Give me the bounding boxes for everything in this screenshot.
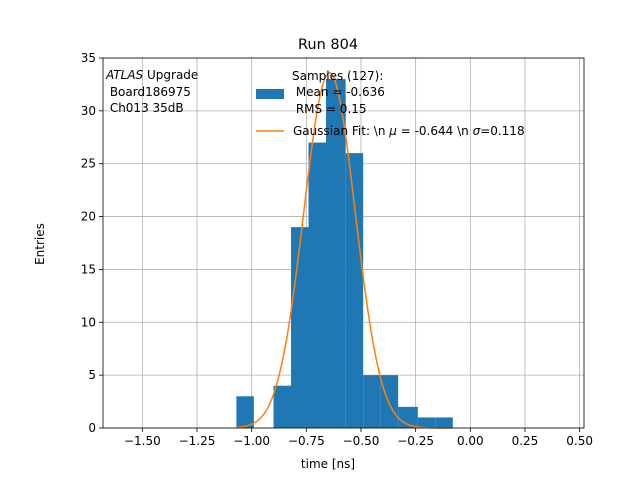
- histogram-bar: [308, 142, 327, 429]
- histogram-bar: [380, 375, 399, 428]
- atlas-annotation: ATLAS Upgrade Board186975 Ch013 35dB: [105, 68, 198, 115]
- y-tick-label: 25: [81, 157, 96, 171]
- legend: Samples (127): Mean = -0.636 RMS = 0.15 …: [256, 69, 525, 138]
- histogram-bar: [345, 153, 364, 428]
- x-tick-label: −0.25: [397, 434, 434, 448]
- legend-fit-mu-symbol: μ: [388, 124, 397, 138]
- legend-samples-label: Samples (127):: [292, 69, 383, 83]
- y-tick-label: 0: [88, 421, 96, 435]
- histogram-bar: [326, 79, 346, 429]
- x-axis-ticks: −1.50 −1.25 −1.00 −0.75 −0.50 −0.25 0.00 0.25 0.…: [124, 428, 593, 448]
- histogram-bars: [236, 79, 453, 429]
- y-tick-label: 35: [81, 51, 96, 65]
- legend-samples-rms: RMS = 0.15: [292, 102, 367, 116]
- y-tick-label: 15: [81, 262, 96, 276]
- y-tick-label: 10: [81, 315, 96, 329]
- legend-fit-label: Gaussian Fit: \n μ = -0.644 \n σ=0.118: [293, 124, 525, 138]
- y-axis-ticks: 0 5 10 15 20 25 30 35: [81, 51, 103, 435]
- legend-samples-mean: Mean = -0.636: [292, 85, 385, 99]
- x-tick-label: 0.25: [512, 434, 539, 448]
- y-tick-label: 20: [81, 210, 96, 224]
- y-tick-label: 5: [88, 368, 96, 382]
- legend-fit-mu-value: = -0.644 \n: [397, 124, 473, 138]
- x-tick-label: −1.25: [179, 434, 216, 448]
- histogram-bar: [435, 417, 453, 428]
- histogram-bar: [273, 385, 292, 428]
- legend-fit-sigma-value: =0.118: [480, 124, 524, 138]
- x-axis-label: time [ns]: [301, 457, 355, 471]
- x-tick-label: 0.00: [457, 434, 484, 448]
- chart-title: Run 804: [298, 37, 358, 53]
- x-tick-label: −1.00: [233, 434, 270, 448]
- legend-fit-prefix: Gaussian Fit: \n: [293, 124, 389, 138]
- x-tick-label: −0.50: [343, 434, 380, 448]
- x-tick-label: −0.75: [288, 434, 325, 448]
- annotation-board: Board186975: [106, 85, 191, 99]
- histogram-bar: [236, 396, 254, 428]
- gaussian-fit-line: [236, 72, 451, 429]
- axes-frame: [102, 57, 585, 429]
- histogram-bar: [291, 227, 309, 428]
- x-tick-label: 0.50: [566, 434, 593, 448]
- histogram-bar: [417, 417, 436, 428]
- histogram-bar: [363, 375, 381, 428]
- annotation-experiment-name: ATLAS: [105, 68, 144, 82]
- y-axis-label: Entries: [33, 223, 47, 265]
- annotation-experiment-suffix: Upgrade: [143, 68, 198, 82]
- x-tick-label: −1.50: [124, 434, 161, 448]
- y-tick-label: 30: [81, 104, 96, 118]
- annotation-experiment: ATLAS Upgrade: [105, 68, 198, 82]
- legend-samples-swatch: [256, 89, 284, 99]
- annotation-channel: Ch013 35dB: [106, 101, 184, 115]
- legend-fit-sigma-symbol: σ: [473, 124, 481, 138]
